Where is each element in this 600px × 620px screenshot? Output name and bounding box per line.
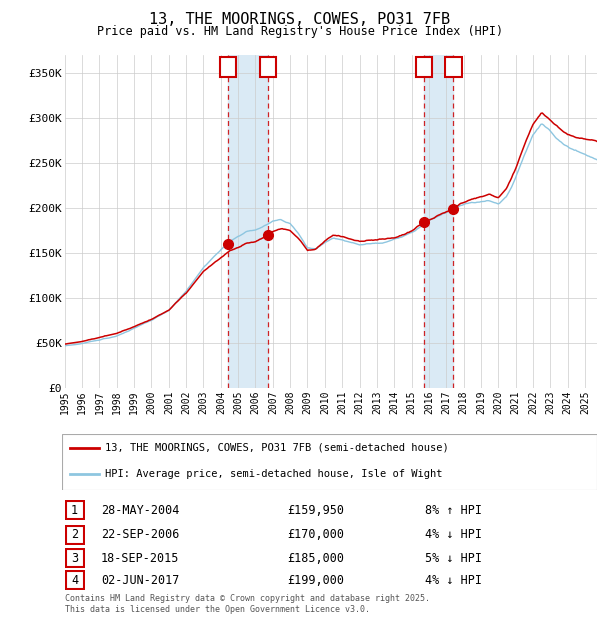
Text: 1: 1 xyxy=(224,61,232,73)
Text: 28-MAY-2004: 28-MAY-2004 xyxy=(101,503,179,516)
Text: Contains HM Land Registry data © Crown copyright and database right 2025.
This d: Contains HM Land Registry data © Crown c… xyxy=(65,595,430,614)
Text: 1: 1 xyxy=(71,503,78,516)
Text: 13, THE MOORINGS, COWES, PO31 7FB (semi-detached house): 13, THE MOORINGS, COWES, PO31 7FB (semi-… xyxy=(104,443,448,453)
Text: £199,000: £199,000 xyxy=(287,574,344,587)
FancyBboxPatch shape xyxy=(66,549,83,567)
FancyBboxPatch shape xyxy=(66,526,83,544)
Text: 2: 2 xyxy=(71,528,78,541)
FancyBboxPatch shape xyxy=(66,501,83,519)
Text: 02-JUN-2017: 02-JUN-2017 xyxy=(101,574,179,587)
Text: 2: 2 xyxy=(265,61,272,73)
Text: Price paid vs. HM Land Registry's House Price Index (HPI): Price paid vs. HM Land Registry's House … xyxy=(97,25,503,38)
Text: 4: 4 xyxy=(450,61,457,73)
Text: 5% ↓ HPI: 5% ↓ HPI xyxy=(425,552,482,564)
Text: 3: 3 xyxy=(420,61,428,73)
Text: 4: 4 xyxy=(71,574,78,587)
Text: HPI: Average price, semi-detached house, Isle of Wight: HPI: Average price, semi-detached house,… xyxy=(104,469,442,479)
Text: £170,000: £170,000 xyxy=(287,528,344,541)
FancyBboxPatch shape xyxy=(220,57,236,77)
Text: 13, THE MOORINGS, COWES, PO31 7FB: 13, THE MOORINGS, COWES, PO31 7FB xyxy=(149,12,451,27)
FancyBboxPatch shape xyxy=(445,57,462,77)
Text: 4% ↓ HPI: 4% ↓ HPI xyxy=(425,528,482,541)
Text: £185,000: £185,000 xyxy=(287,552,344,564)
Bar xyxy=(424,55,454,388)
FancyBboxPatch shape xyxy=(260,57,277,77)
Text: 3: 3 xyxy=(71,552,78,564)
Text: 22-SEP-2006: 22-SEP-2006 xyxy=(101,528,179,541)
Text: 8% ↑ HPI: 8% ↑ HPI xyxy=(425,503,482,516)
Text: 4% ↓ HPI: 4% ↓ HPI xyxy=(425,574,482,587)
Text: £159,950: £159,950 xyxy=(287,503,344,516)
FancyBboxPatch shape xyxy=(66,571,83,589)
FancyBboxPatch shape xyxy=(62,434,597,490)
FancyBboxPatch shape xyxy=(416,57,433,77)
Bar xyxy=(228,55,268,388)
Text: 18-SEP-2015: 18-SEP-2015 xyxy=(101,552,179,564)
